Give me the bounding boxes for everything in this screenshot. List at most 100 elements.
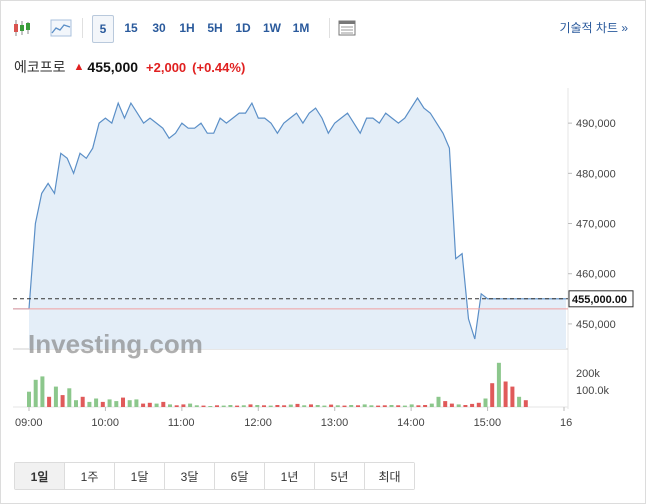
volume-bar xyxy=(349,405,354,407)
volume-bar xyxy=(449,403,454,407)
volume-bar xyxy=(248,404,253,407)
y-tick-label: 460,000 xyxy=(576,269,616,281)
volume-bar xyxy=(362,404,367,407)
period-button-6[interactable]: 5년 xyxy=(315,463,365,489)
volume-bar xyxy=(389,405,394,407)
volume-bar xyxy=(67,388,72,407)
volume-bar xyxy=(436,396,441,407)
period-button-0[interactable]: 1일 xyxy=(15,463,65,489)
technical-chart-link[interactable]: 기술적 차트 » xyxy=(559,21,628,35)
price-change-percent: (+0.44%) xyxy=(192,59,246,75)
volume-tick-label: 200k xyxy=(576,368,600,380)
interval-button-1m[interactable]: 1M xyxy=(292,21,310,35)
volume-bar xyxy=(503,381,508,407)
period-button-1[interactable]: 1주 xyxy=(65,463,115,489)
volume-bar xyxy=(94,398,99,407)
volume-bar xyxy=(161,401,166,407)
volume-bar xyxy=(335,405,340,407)
volume-bar xyxy=(396,405,401,407)
interval-button-15[interactable]: 15 xyxy=(124,21,138,35)
volume-bar xyxy=(490,383,495,407)
period-button-3[interactable]: 3달 xyxy=(165,463,215,489)
current-price-box xyxy=(568,290,634,308)
period-button-2[interactable]: 1달 xyxy=(115,463,165,489)
interval-button-1h[interactable]: 1H xyxy=(179,21,195,35)
volume-bar xyxy=(309,404,313,407)
volume-bar xyxy=(443,401,448,407)
interval-button-30[interactable]: 30 xyxy=(152,21,166,35)
x-tick-label: 16 xyxy=(560,417,572,429)
volume-bar xyxy=(194,405,199,407)
x-tick-label: 12:00 xyxy=(244,417,272,429)
volume-bar xyxy=(27,391,31,407)
volume-bar xyxy=(282,405,287,407)
volume-bar xyxy=(429,403,434,407)
table-icon[interactable] xyxy=(336,15,358,41)
interval-button-1w[interactable]: 1W xyxy=(263,21,281,35)
y-tick-label: 470,000 xyxy=(576,219,616,231)
toolbar-separator xyxy=(329,18,330,38)
price-chart[interactable]: 490,000 480,000 470,000 460,000 450,000 455,0… xyxy=(0,80,646,470)
x-tick-label: 11:00 xyxy=(168,417,195,429)
volume-bar xyxy=(134,399,139,407)
volume-bar xyxy=(476,402,481,408)
volume-bar xyxy=(74,400,78,407)
volume-bar xyxy=(517,396,522,407)
volume-bar xyxy=(510,386,515,407)
volume-bar xyxy=(47,396,52,407)
volume-bar xyxy=(268,405,273,407)
period-button-5[interactable]: 1년 xyxy=(265,463,315,489)
price-change: +2,000 xyxy=(146,59,187,75)
volume-bar xyxy=(188,403,193,407)
volume-bar xyxy=(33,379,38,407)
last-price: 455,000 xyxy=(87,59,139,75)
volume-bar xyxy=(329,404,334,407)
volume-bar xyxy=(221,405,226,407)
quote-header: 에코프로 ▲ 455,000 +2,000 (+0.44%) xyxy=(14,57,245,77)
x-tick-label: 09:00 xyxy=(15,417,43,429)
volume-bar xyxy=(409,404,414,407)
instrument-name: 에코프로 xyxy=(14,59,66,75)
volume-bar xyxy=(382,405,387,407)
volume-bar xyxy=(262,405,266,407)
volume-bar xyxy=(402,405,407,407)
period-button-4[interactable]: 6달 xyxy=(215,463,265,489)
volume-bar xyxy=(127,400,132,407)
volume-bar xyxy=(181,404,186,407)
interval-button-1d[interactable]: 1D xyxy=(235,21,251,35)
volume-bar xyxy=(275,405,280,407)
period-button-7[interactable]: 최대 xyxy=(365,463,414,489)
interval-button-5h[interactable]: 5H xyxy=(207,21,223,35)
volume-bar xyxy=(463,405,468,407)
volume-bar xyxy=(342,405,347,407)
volume-bar xyxy=(174,405,179,407)
candlestick-chart-icon[interactable] xyxy=(10,15,34,41)
volume-bar xyxy=(87,401,92,407)
volume-bar xyxy=(107,399,112,407)
volume-bar xyxy=(235,405,240,407)
volume-bar xyxy=(496,362,501,407)
x-tick-label: 13:00 xyxy=(321,417,349,429)
volume-bar xyxy=(416,405,421,407)
price-line xyxy=(28,96,567,340)
volume-bar xyxy=(523,400,528,407)
volume-bar xyxy=(141,403,146,407)
interval-button-5[interactable]: 5 xyxy=(92,15,114,43)
y-tick-label: 480,000 xyxy=(576,168,616,180)
volume-bar xyxy=(168,404,172,407)
volume-bar xyxy=(483,398,488,407)
watermark-logo: Investing.com xyxy=(28,329,203,359)
volume-bar xyxy=(369,405,374,407)
volume-bar xyxy=(100,401,105,407)
volume-bar xyxy=(315,405,320,407)
up-arrow-icon: ▲ xyxy=(73,61,85,73)
volume-bar xyxy=(288,404,293,407)
volume-bar xyxy=(470,403,475,407)
toolbar-separator xyxy=(82,18,83,38)
volume-bar xyxy=(114,401,119,407)
y-tick-label: 450,000 xyxy=(576,319,616,331)
x-tick-label: 14:00 xyxy=(397,417,425,429)
volume-bar xyxy=(302,405,307,407)
line-chart-icon[interactable] xyxy=(48,15,74,41)
volume-bar xyxy=(423,405,428,407)
